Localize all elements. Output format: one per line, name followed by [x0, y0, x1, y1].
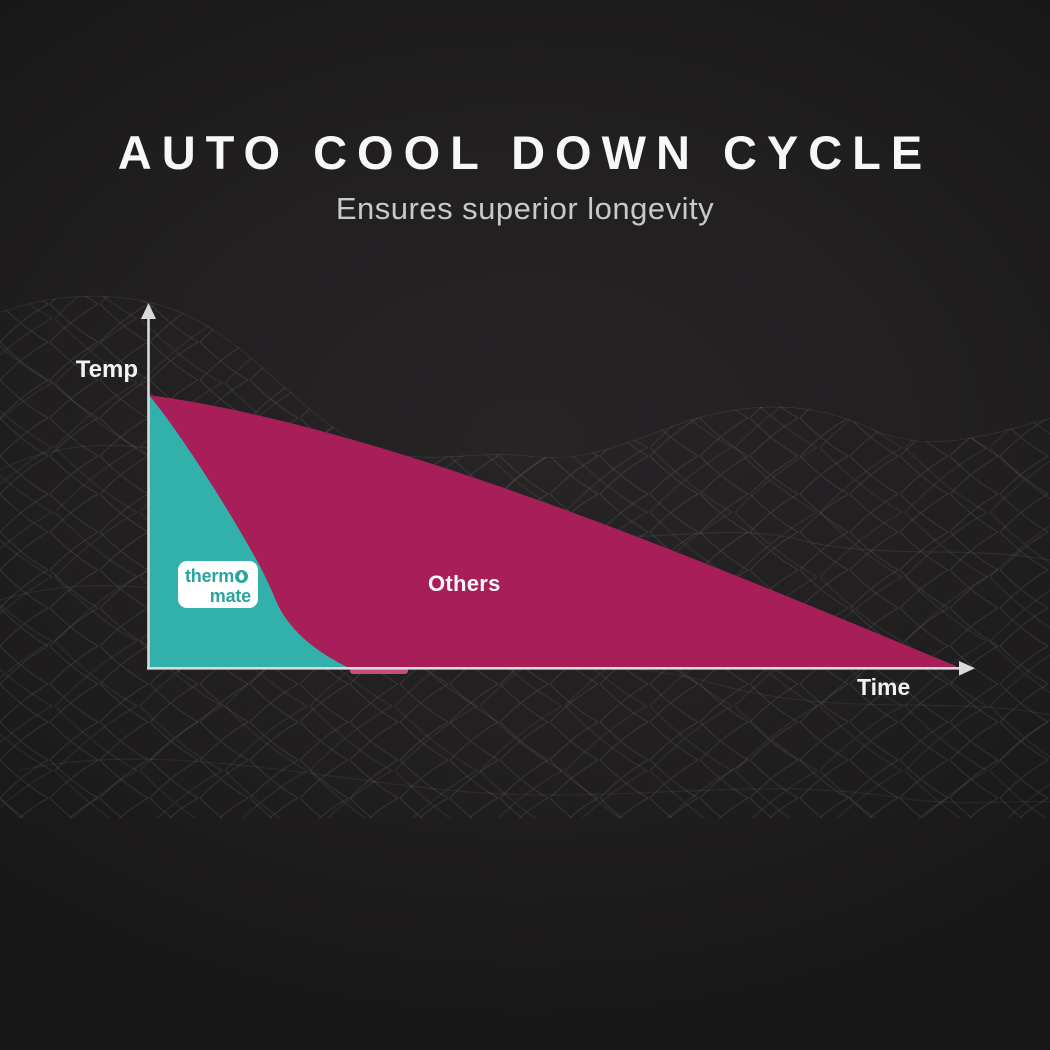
logo-text-mate: mate — [209, 586, 251, 606]
y-axis-label: Temp — [75, 356, 138, 383]
others-area — [149, 395, 956, 668]
logo-text-therm: therm — [185, 566, 235, 586]
flame-icon — [235, 569, 249, 583]
x-axis-arrow-icon — [959, 661, 975, 676]
logo-line1: therm — [185, 567, 251, 585]
page-title: AUTO COOL DOWN CYCLE — [117, 126, 933, 179]
others-series-label: Others — [428, 571, 501, 596]
mesh-ridge-line — [19, 758, 1050, 804]
header: AUTO COOL DOWN CYCLE Ensures superior lo… — [0, 126, 1050, 226]
page-subtitle: Ensures superior longevity — [335, 191, 715, 227]
y-axis-arrow-icon — [141, 303, 156, 319]
x-axis-label: Time — [857, 674, 911, 700]
thermomate-logo-badge: therm mate — [178, 561, 258, 608]
